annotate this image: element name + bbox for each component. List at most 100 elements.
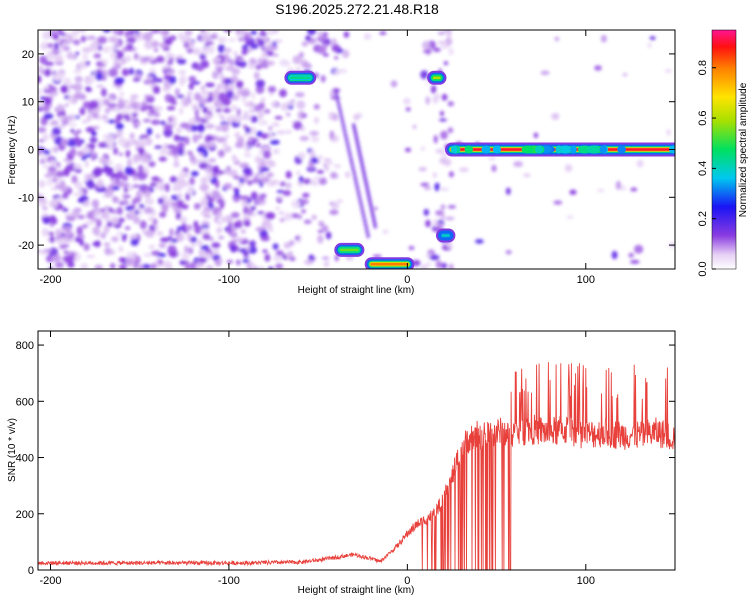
heatmap-cell (184, 263, 193, 269)
heatmap-cell (151, 119, 161, 125)
heatmap-cell (42, 206, 48, 211)
heatmap-cell (43, 113, 54, 120)
heatmap-cell (276, 130, 286, 135)
heatmap-cell (425, 262, 432, 267)
heatmap-cell (118, 264, 128, 269)
heatmap-cell (513, 161, 523, 168)
y-tick-label: 600 (16, 396, 34, 408)
heatmap-feature (334, 242, 365, 257)
heatmap-cell (48, 231, 54, 236)
heatmap-cell (197, 99, 207, 105)
heatmap-cell (188, 247, 194, 255)
heatmap-cell (343, 31, 350, 38)
heatmap-cell (239, 162, 250, 169)
heatmap-cell (251, 262, 256, 269)
heatmap-cell (249, 43, 259, 50)
heatmap-cell (205, 41, 215, 45)
heatmap-cell (62, 46, 70, 51)
snr-x-axis-label: Height of straight line (km) (298, 585, 415, 596)
heatmap-cell (215, 58, 222, 62)
heatmap-cell (412, 124, 417, 129)
x-tick-label: 100 (577, 575, 595, 587)
heatmap-cell (47, 175, 55, 181)
heatmap-cell (42, 217, 51, 225)
heatmap-cell (171, 239, 178, 243)
heatmap-cell (295, 92, 305, 98)
heatmap-feature-blob (558, 145, 572, 154)
heatmap-cell (341, 49, 350, 59)
heatmap-cell (76, 142, 82, 148)
heatmap-cell (234, 116, 240, 124)
heatmap-cell (491, 164, 497, 172)
heatmap-cell (100, 87, 107, 97)
heatmap-cell (66, 51, 74, 60)
heatmap-cell (142, 32, 153, 42)
heatmap-streak (353, 175, 358, 182)
heatmap-cell (273, 148, 280, 155)
heatmap-cell (93, 209, 102, 217)
heatmap-cell (323, 158, 332, 162)
heatmap-streak (364, 223, 368, 229)
heatmap-cell (200, 245, 210, 251)
heatmap-cell (122, 235, 127, 242)
heatmap-cell (102, 59, 108, 65)
heatmap-cell (38, 192, 43, 200)
heatmap-cell (77, 198, 84, 203)
heatmap-cell (122, 174, 129, 182)
heatmap-cell (144, 198, 155, 205)
heatmap-cell (77, 214, 86, 220)
heatmap-streak (363, 218, 367, 225)
heatmap-cell (316, 170, 324, 174)
heatmap-cell (102, 46, 111, 53)
heatmap-cell (554, 36, 560, 42)
heatmap-cell (310, 136, 320, 143)
heatmap-cell (163, 47, 170, 51)
heatmap-cell (104, 140, 114, 150)
heatmap-cell (201, 249, 206, 257)
heatmap-cell (46, 51, 54, 56)
heatmap-cell (344, 171, 351, 178)
heatmap-cell (108, 36, 118, 43)
heatmap-cell (445, 216, 455, 221)
heatmap-cell (272, 30, 279, 34)
spectrogram-image (38, 30, 675, 269)
heatmap-cell (61, 137, 66, 147)
heatmap-cell (101, 115, 108, 119)
heatmap-cell (260, 97, 266, 103)
snr-ticks: -200 -100 0 100 0 200 400 600 800 (16, 331, 675, 587)
heatmap-cell (63, 77, 72, 87)
heatmap-cell (52, 217, 58, 225)
heatmap-cell (139, 56, 150, 63)
heatmap-cell (190, 236, 197, 243)
heatmap-cell (227, 226, 233, 235)
heatmap-cell (223, 30, 233, 33)
y-tick-label: 0 (28, 565, 34, 577)
heatmap-cell (38, 249, 43, 254)
heatmap-cell (523, 173, 531, 178)
heatmap-cell (171, 146, 176, 156)
heatmap-cell (330, 171, 338, 179)
heatmap-streak (339, 113, 344, 119)
heatmap-cell (180, 33, 185, 43)
heatmap-cell (297, 152, 306, 160)
heatmap-cell (211, 190, 220, 199)
heatmap-cell (139, 192, 144, 197)
heatmap-cell (308, 160, 315, 170)
heatmap-cell (112, 30, 120, 35)
heatmap-cell (203, 214, 212, 219)
heatmap-feature-blob (570, 145, 577, 154)
heatmap-cell (422, 40, 431, 50)
heatmap-cell (564, 164, 573, 173)
heatmap-cell (55, 235, 62, 240)
heatmap-cell (257, 38, 265, 47)
heatmap-cell (183, 35, 191, 42)
heatmap-noise (38, 30, 675, 269)
heatmap-cell (79, 107, 86, 116)
heatmap-cell (264, 253, 271, 262)
heatmap-cell (80, 35, 87, 43)
heatmap-cell (311, 214, 317, 220)
heatmap-cell (219, 73, 225, 81)
heatmap-cell (505, 250, 512, 255)
heatmap-cell (91, 112, 100, 119)
